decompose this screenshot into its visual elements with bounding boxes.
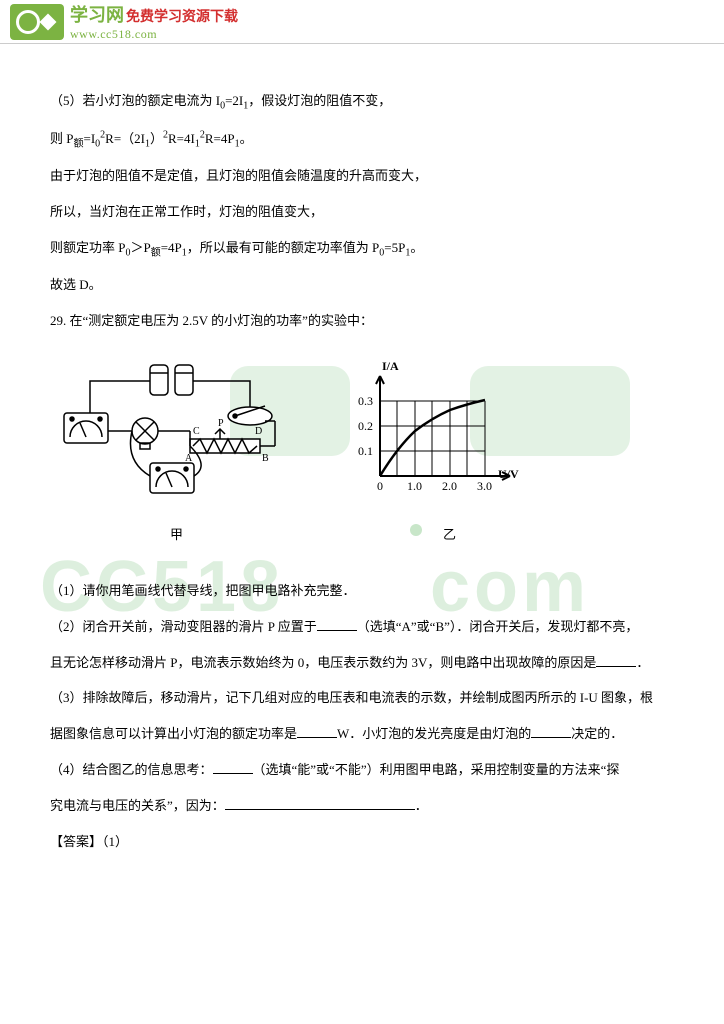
xtick: 1.0 [407,479,422,493]
para: 故选 D。 [50,268,674,302]
text: 究电流与电压的关系”，因为： [50,798,225,813]
blank [213,773,253,774]
text: （2）闭合开关前，滑动变阻器的滑片 P 应置于 [50,619,317,634]
text: 且无论怎样移动滑片 P，电流表示数始终为 0，电压表示数约为 3V，则电路中出现… [50,655,596,670]
document-body: （5）若小灯泡的额定电流为 I0=2I1，假设灯泡的阻值不变， 则 P额=I02… [0,44,724,880]
label-d: D [255,426,262,437]
xtick: 2.0 [442,479,457,493]
logo-title: 学习网 [70,1,124,27]
blank [317,630,357,631]
text: W．小灯泡的发光亮度是由灯泡的 [337,726,531,741]
text: R=4I [168,131,195,146]
blank [297,737,337,738]
text: 据图象信息可以计算出小灯泡的额定功率是 [50,726,297,741]
text: ． [636,655,649,670]
text: ，假设灯泡的阻值不变， [248,93,391,108]
x-axis-label: U/V [498,467,519,481]
sub: 额 [151,247,161,258]
y-axis-label: I/A [382,359,399,373]
text: （选填“能”或“不能”）利用图甲电路，采用控制变量的方法来“探 [253,762,620,777]
ytick: 0.2 [358,419,373,433]
text: 。 [240,131,253,146]
q3-line1: （3）排除故障后，移动滑片，记下几组对应的电压表和电流表的示数，并绘制成图丙所示… [50,681,674,715]
label-b: B [262,453,269,464]
text: R=（2I [105,131,145,146]
logo-title-row: 学习网 免费学习资源下载 [70,1,238,27]
para-power: 则额定功率 P0＞P额=4P1，所以最有可能的额定功率值为 P0=5P1。 [50,231,674,267]
ytick: 0.3 [358,394,373,408]
text: =4P [161,240,182,255]
answer: 【答案】（1） [50,825,674,859]
text: 则额定功率 P [50,240,125,255]
label-c: C [193,426,200,437]
para-5: （5）若小灯泡的额定电流为 I0=2I1，假设灯泡的阻值不变， [50,84,674,120]
iu-graph: I/A U/V [340,356,530,506]
site-header: 学习网 免费学习资源下载 www.cc518.com [0,0,724,44]
caption-left: 甲 [170,518,183,552]
para: 所以，当灯泡在正常工作时，灯泡的阻值变大， [50,195,674,229]
blank [225,809,415,810]
text: =5P [384,240,405,255]
blank [596,666,636,667]
text: =2I [225,93,243,108]
para: 由于灯泡的阻值不是定值，且灯泡的阻值会随温度的升高而变大， [50,159,674,193]
q3-line2: 据图象信息可以计算出小灯泡的额定功率是 W．小灯泡的发光亮度是由灯泡的 决定的． [50,717,674,751]
label-p: P [218,418,224,429]
text: 。 [410,240,423,255]
question-29: 29. 在“测定额定电压为 2.5V 的小灯泡的功率”的实验中： [50,304,674,338]
caption-row: 甲 乙 [50,518,456,552]
logo-url: www.cc518.com [70,27,238,42]
text: （5）若小灯泡的额定电流为 I [50,93,220,108]
q1: （1）请你用笔画线代替导线，把图甲电路补充完整． [50,574,674,608]
xtick: 0 [377,479,383,493]
diagram-row: C P D A B I/A U/V [50,356,674,506]
q4-line1: （4）结合图乙的信息思考： （选填“能”或“不能”）利用图甲电路，采用控制变量的方… [50,753,674,787]
text: ） [150,131,163,146]
xtick: 3.0 [477,479,492,493]
text: 决定的． [571,726,623,741]
text: （选填“A”或“B”）．闭合开关后，发现灯都不亮， [357,619,639,634]
q2-line2: 且无论怎样移动滑片 P，电流表示数始终为 0，电压表示数约为 3V，则电路中出现… [50,646,674,680]
text: 则 P [50,131,73,146]
text: ＞P [130,240,150,255]
para-formula: 则 P额=I02R=（2I1）2R=4I12R=4P1。 [50,122,674,158]
q4-line2: 究电流与电压的关系”，因为： ． [50,789,674,823]
text: R=4P [205,131,235,146]
caption-right: 乙 [443,518,456,552]
sub: 额 [73,138,83,149]
logo-subtitle: 免费学习资源下载 [126,6,238,26]
logo-icon [10,4,64,40]
blank [531,737,571,738]
text: =I [83,131,95,146]
q2-line1: （2）闭合开关前，滑动变阻器的滑片 P 应置于 （选填“A”或“B”）．闭合开关后… [50,610,674,644]
circuit-diagram: C P D A B [50,361,300,501]
text: ，所以最有可能的额定功率值为 P [187,240,379,255]
logo-text: 学习网 免费学习资源下载 www.cc518.com [70,1,238,42]
watermark-row: CC518 com 甲 乙 [50,514,674,574]
text: （4）结合图乙的信息思考： [50,762,213,777]
ytick: 0.1 [358,444,373,458]
text: ． [415,798,428,813]
